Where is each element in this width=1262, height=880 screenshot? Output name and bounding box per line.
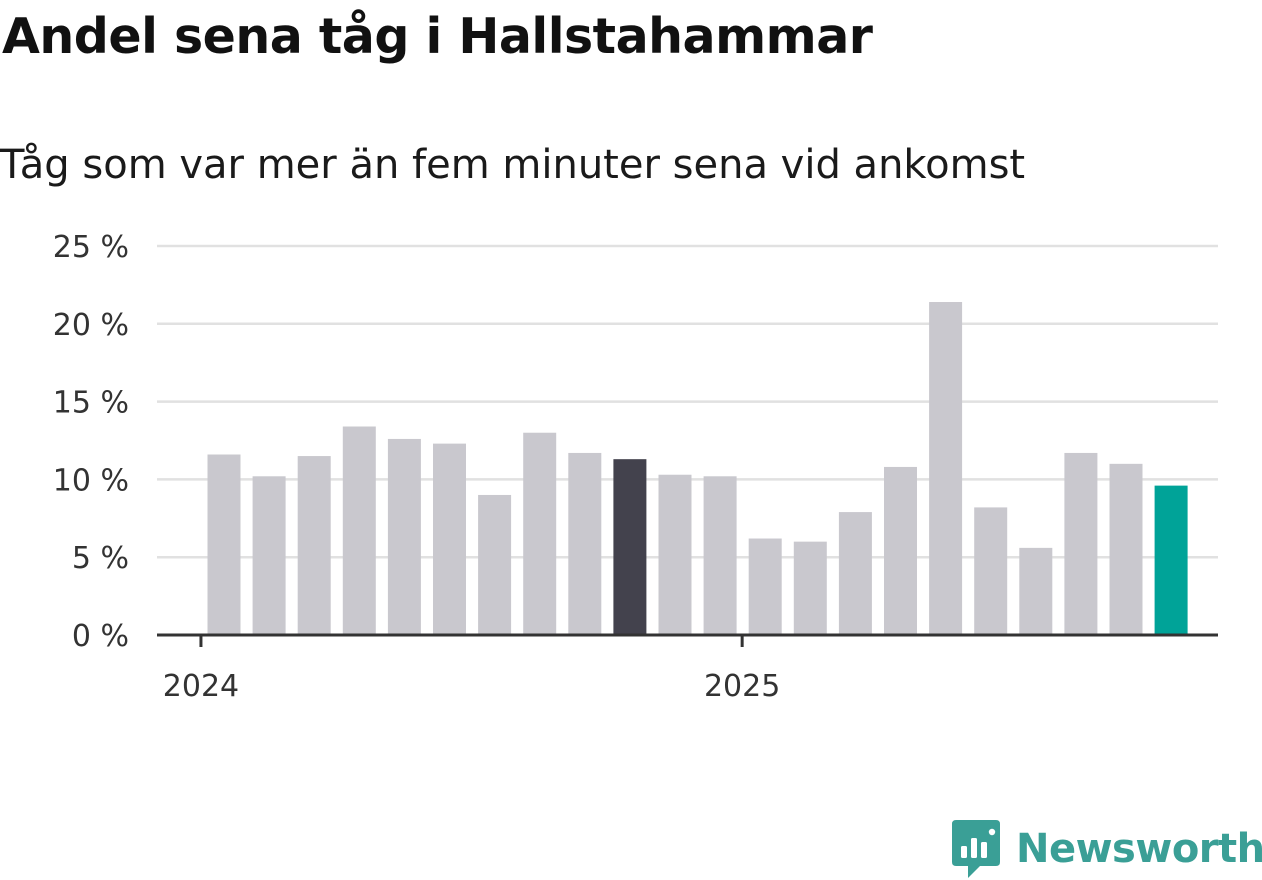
- bar-2025-01: [748, 538, 782, 635]
- y-tick-label: 5 %: [72, 541, 129, 576]
- bar-2024-10: [613, 459, 647, 635]
- bar-2024-12: [703, 476, 737, 635]
- x-tick-label-2025: 2025: [704, 669, 780, 704]
- bar-2024-01: [207, 454, 241, 635]
- bars: [207, 302, 1188, 635]
- newsworthy-chart-icon: [952, 820, 1000, 878]
- bar-2025-09: [1109, 463, 1143, 635]
- chart-title: Andel sena tåg i Hallstahammar: [2, 8, 873, 65]
- newsworthy-logo: Newsworthy: [950, 818, 1262, 880]
- bar-2024-05: [387, 438, 421, 635]
- bar-2024-09: [568, 452, 602, 635]
- chart-subtitle: Tåg som var mer än fem minuter sena vid …: [0, 142, 1026, 188]
- y-axis-ticks: 0 % 5 % 10 % 15 % 20 % 25 %: [53, 230, 129, 654]
- y-tick-label: 10 %: [53, 463, 129, 498]
- bar-2024-06: [433, 443, 466, 635]
- bar-2025-08: [1064, 452, 1098, 635]
- y-tick-label: 25 %: [53, 230, 129, 265]
- bar-2024-08: [523, 432, 557, 635]
- x-tick-label-2024: 2024: [163, 669, 239, 704]
- y-tick-label: 0 %: [72, 619, 129, 654]
- bar-2024-02: [252, 476, 286, 635]
- x-axis: 2024 2025: [157, 633, 1218, 704]
- y-tick-label: 20 %: [53, 308, 129, 343]
- logo-text: Newsworthy: [1016, 826, 1262, 872]
- bar-2025-02: [793, 541, 827, 635]
- bar-2025-06: [974, 507, 1008, 635]
- bar-2025-10: [1154, 485, 1188, 635]
- bar-2025-03: [838, 512, 872, 635]
- bar-2025-04: [884, 466, 917, 635]
- y-tick-label: 15 %: [53, 386, 129, 421]
- bar-2025-05: [929, 302, 963, 635]
- bar-2024-03: [297, 456, 331, 635]
- bar-2024-04: [342, 426, 376, 635]
- bar-2024-07: [478, 494, 512, 635]
- bar-2025-07: [1019, 547, 1053, 635]
- bar-2024-11: [658, 474, 692, 635]
